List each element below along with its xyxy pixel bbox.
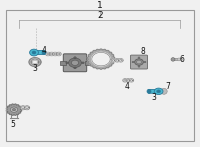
Polygon shape — [31, 59, 39, 65]
Text: 4: 4 — [125, 82, 129, 91]
Polygon shape — [33, 60, 37, 64]
Bar — [60, 61, 66, 65]
Polygon shape — [130, 80, 132, 81]
Ellipse shape — [180, 58, 183, 61]
Polygon shape — [46, 52, 50, 56]
FancyBboxPatch shape — [63, 54, 87, 72]
Polygon shape — [6, 104, 22, 115]
Ellipse shape — [132, 61, 134, 63]
Ellipse shape — [138, 66, 140, 67]
Ellipse shape — [135, 59, 143, 65]
Polygon shape — [47, 53, 49, 55]
Bar — [6, 10, 194, 141]
Ellipse shape — [161, 88, 167, 94]
Ellipse shape — [74, 57, 76, 59]
Polygon shape — [127, 80, 129, 81]
Polygon shape — [120, 59, 122, 61]
Polygon shape — [124, 80, 126, 81]
Polygon shape — [87, 49, 115, 69]
Text: 1: 1 — [97, 1, 103, 10]
Polygon shape — [126, 79, 130, 82]
Polygon shape — [92, 52, 110, 66]
Polygon shape — [123, 79, 127, 82]
Ellipse shape — [10, 107, 18, 112]
Polygon shape — [112, 59, 115, 61]
Ellipse shape — [74, 67, 76, 69]
Ellipse shape — [177, 58, 181, 61]
Ellipse shape — [42, 50, 46, 55]
Polygon shape — [25, 106, 29, 110]
Text: 6: 6 — [180, 55, 184, 64]
FancyBboxPatch shape — [130, 55, 148, 69]
Polygon shape — [26, 107, 28, 109]
Ellipse shape — [138, 57, 140, 58]
Ellipse shape — [12, 108, 16, 111]
Bar — [173, 58, 179, 60]
Bar — [84, 61, 90, 65]
Polygon shape — [31, 59, 39, 65]
Polygon shape — [115, 59, 119, 62]
Ellipse shape — [82, 62, 84, 64]
FancyBboxPatch shape — [32, 51, 44, 55]
Ellipse shape — [154, 88, 163, 95]
Text: 4: 4 — [42, 46, 46, 55]
Polygon shape — [111, 59, 116, 62]
Text: 3: 3 — [152, 93, 156, 102]
Polygon shape — [54, 53, 56, 55]
Polygon shape — [58, 53, 60, 55]
Ellipse shape — [71, 60, 79, 65]
Text: 2: 2 — [97, 11, 103, 20]
Ellipse shape — [30, 49, 38, 56]
Ellipse shape — [171, 58, 175, 61]
Polygon shape — [116, 59, 118, 61]
Polygon shape — [129, 79, 133, 82]
Text: 7: 7 — [166, 82, 170, 91]
Polygon shape — [22, 107, 24, 109]
Polygon shape — [119, 59, 123, 62]
Ellipse shape — [137, 60, 141, 64]
Ellipse shape — [147, 89, 151, 93]
FancyBboxPatch shape — [149, 89, 161, 93]
Polygon shape — [29, 58, 41, 66]
Text: 8: 8 — [141, 47, 145, 56]
Polygon shape — [53, 52, 57, 56]
Text: 5: 5 — [11, 120, 15, 129]
Polygon shape — [57, 52, 61, 56]
Ellipse shape — [144, 61, 146, 63]
Ellipse shape — [32, 51, 36, 54]
Polygon shape — [49, 52, 54, 56]
Polygon shape — [50, 53, 53, 55]
Ellipse shape — [157, 90, 161, 93]
Polygon shape — [21, 106, 25, 110]
Ellipse shape — [69, 58, 81, 67]
Ellipse shape — [66, 62, 68, 64]
Text: 3: 3 — [33, 64, 37, 73]
